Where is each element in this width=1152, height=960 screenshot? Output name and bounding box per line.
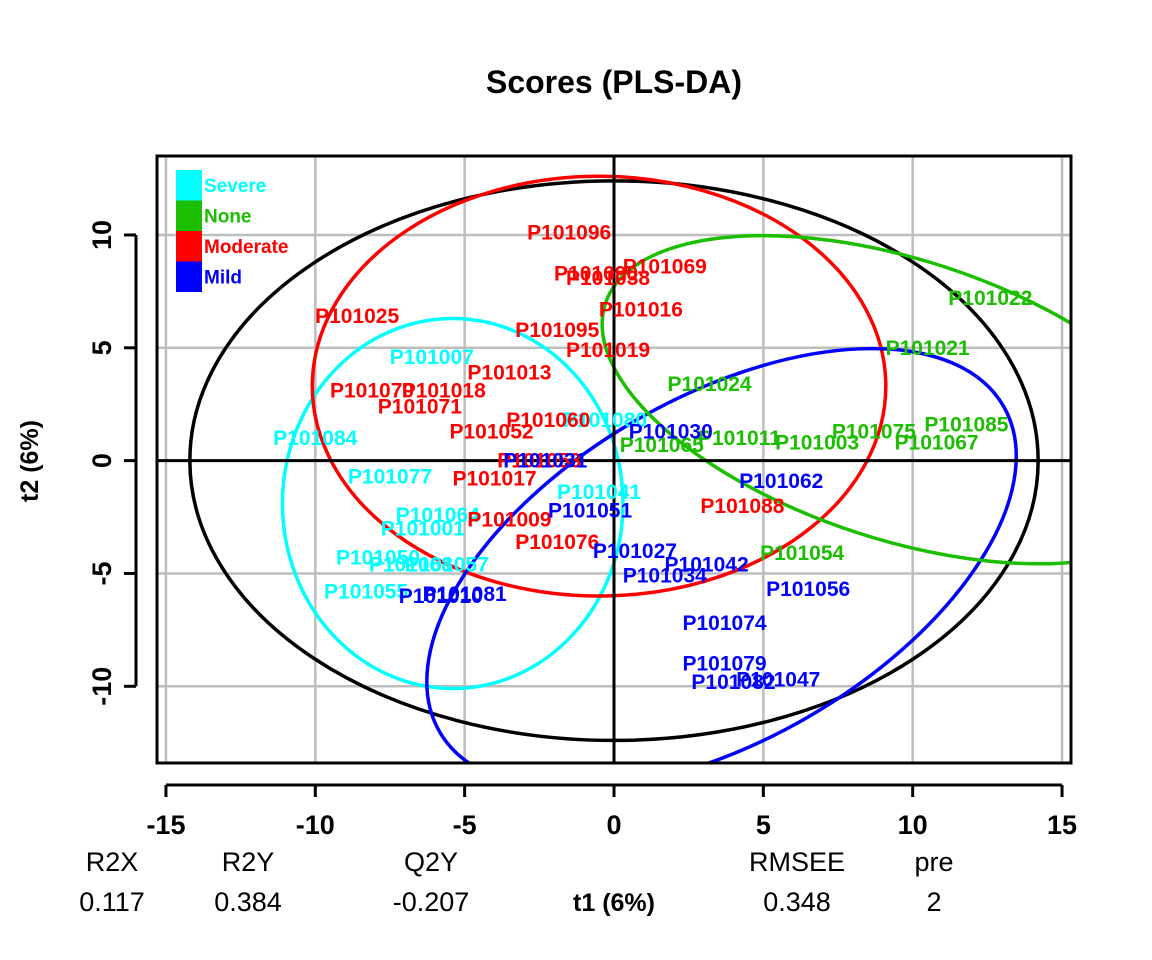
point-p101001: P101001 bbox=[381, 517, 465, 540]
plot-frame bbox=[155, 154, 1073, 765]
y-tick-label: 0 bbox=[87, 453, 117, 468]
x-tick-label: -15 bbox=[146, 810, 185, 840]
point-p101053: P101053 bbox=[497, 450, 581, 473]
point-p101013: P101013 bbox=[467, 362, 551, 385]
point-p101077: P101077 bbox=[348, 465, 432, 488]
score-point-labels: P101007P101084P101077P101080P101041P1010… bbox=[273, 222, 1032, 694]
ellipse-mild bbox=[425, 346, 1018, 763]
point-p101016: P101016 bbox=[599, 298, 683, 321]
point-p101031: P101031 bbox=[503, 450, 587, 473]
point-p101079: P101079 bbox=[682, 653, 766, 676]
point-p101081: P101081 bbox=[423, 583, 507, 606]
x-tick-label: 10 bbox=[898, 810, 928, 840]
point-p101080: P101080 bbox=[563, 409, 647, 432]
ellipse-none bbox=[600, 233, 1071, 566]
point-p101030: P101030 bbox=[629, 420, 713, 443]
point-p101042: P101042 bbox=[665, 553, 749, 576]
point-p101075: P101075 bbox=[832, 420, 916, 443]
x-tick-label: -10 bbox=[296, 810, 335, 840]
x-tick-label: 5 bbox=[756, 810, 771, 840]
legend-label-none: None bbox=[204, 207, 252, 228]
legend-swatch-mild bbox=[176, 261, 202, 292]
point-p101024: P101024 bbox=[668, 373, 752, 396]
point-p101069: P101069 bbox=[623, 256, 707, 279]
point-p101084: P101084 bbox=[273, 427, 357, 450]
summary-table: R2X R2Y Q2Y RMSEE pre 0.117 0.384 -0.207… bbox=[79, 847, 953, 917]
ellipse-moderate bbox=[310, 174, 888, 598]
y-tick-label: -10 bbox=[87, 667, 117, 706]
point-p101025: P101025 bbox=[315, 305, 399, 328]
point-p101076: P101076 bbox=[515, 531, 599, 554]
legend-label-severe: Severe bbox=[204, 176, 266, 197]
point-p101070: P101070 bbox=[330, 380, 414, 403]
point-p101054: P101054 bbox=[760, 542, 844, 565]
point-p101018: P101018 bbox=[402, 380, 486, 403]
point-p101056: P101056 bbox=[766, 578, 850, 601]
summary-header-pre: pre bbox=[914, 847, 953, 877]
point-p101071: P101071 bbox=[378, 395, 462, 418]
summary-header-r2x: R2X bbox=[86, 847, 139, 877]
point-p101090: P101090 bbox=[554, 262, 638, 285]
y-tick-label: 10 bbox=[87, 220, 117, 250]
point-p101050: P101050 bbox=[336, 547, 420, 570]
summary-header-rmsee: RMSEE bbox=[749, 847, 845, 877]
y-axis-ticks: -10 -5 0 5 10 bbox=[87, 220, 138, 706]
summary-header-r2y: R2Y bbox=[222, 847, 275, 877]
point-p101021: P101021 bbox=[886, 337, 970, 360]
legend-swatch-none bbox=[176, 200, 202, 231]
summary-header-q2y: Q2Y bbox=[404, 847, 458, 877]
point-p101017: P101017 bbox=[452, 468, 536, 491]
x-tick-label: 0 bbox=[606, 810, 621, 840]
point-p101038: P101038 bbox=[566, 267, 650, 290]
point-p101010: P101010 bbox=[399, 585, 483, 608]
point-p101085: P101085 bbox=[924, 414, 1008, 437]
point-p101055: P101055 bbox=[324, 581, 408, 604]
point-p101019: P101019 bbox=[566, 339, 650, 362]
summary-value-r2y: 0.384 bbox=[214, 887, 282, 917]
y-tick-label: -5 bbox=[87, 561, 117, 585]
point-p101027: P101027 bbox=[593, 540, 677, 563]
legend: Severe None Moderate Mild bbox=[176, 170, 288, 292]
point-p101041: P101041 bbox=[557, 481, 641, 504]
point-p101074: P101074 bbox=[682, 612, 766, 635]
point-p101034: P101034 bbox=[623, 565, 707, 588]
legend-label-moderate: Moderate bbox=[204, 237, 288, 258]
point-p101067: P101067 bbox=[895, 432, 979, 455]
point-p101057: P101057 bbox=[405, 553, 489, 576]
point-p101065: P101065 bbox=[620, 434, 704, 457]
point-p101051: P101051 bbox=[548, 499, 632, 522]
y-axis-label: t2 (6%) bbox=[16, 420, 44, 502]
summary-value-pre: 2 bbox=[926, 887, 941, 917]
summary-value-r2x: 0.117 bbox=[79, 887, 145, 917]
x-axis-label: t1 (6%) bbox=[573, 889, 655, 917]
point-p101011: P101011 bbox=[698, 427, 781, 450]
legend-swatch-moderate bbox=[176, 231, 202, 262]
legend-label-mild: Mild bbox=[204, 268, 242, 289]
chart-title: Scores (PLS-DA) bbox=[486, 64, 742, 100]
point-p101095: P101095 bbox=[515, 319, 599, 342]
point-p101047: P101047 bbox=[736, 669, 820, 692]
point-p101088: P101088 bbox=[700, 495, 784, 518]
point-p101007: P101007 bbox=[390, 346, 474, 369]
x-tick-label: 15 bbox=[1047, 810, 1077, 840]
zero-axis-lines bbox=[157, 156, 1071, 763]
x-tick-label: -5 bbox=[453, 810, 477, 840]
point-p101060: P101060 bbox=[506, 409, 590, 432]
legend-swatch-severe bbox=[176, 170, 202, 201]
point-p101082: P101082 bbox=[691, 671, 775, 694]
point-p101009: P101009 bbox=[467, 508, 551, 531]
summary-value-q2y: -0.207 bbox=[393, 887, 470, 917]
ellipse-severe bbox=[280, 316, 625, 691]
point-p101052: P101052 bbox=[449, 420, 533, 443]
summary-value-rmsee: 0.348 bbox=[763, 887, 831, 917]
point-p101022: P101022 bbox=[948, 287, 1032, 310]
point-p101096: P101096 bbox=[527, 222, 611, 245]
x-axis-ticks: -15 -10 -5 0 5 10 15 bbox=[146, 783, 1077, 840]
point-p101003: P101003 bbox=[775, 432, 859, 455]
y-tick-label: 5 bbox=[87, 340, 117, 355]
point-p101068: P101068 bbox=[369, 553, 453, 576]
point-p101062: P101062 bbox=[739, 470, 823, 493]
point-p101064: P101064 bbox=[396, 504, 480, 527]
